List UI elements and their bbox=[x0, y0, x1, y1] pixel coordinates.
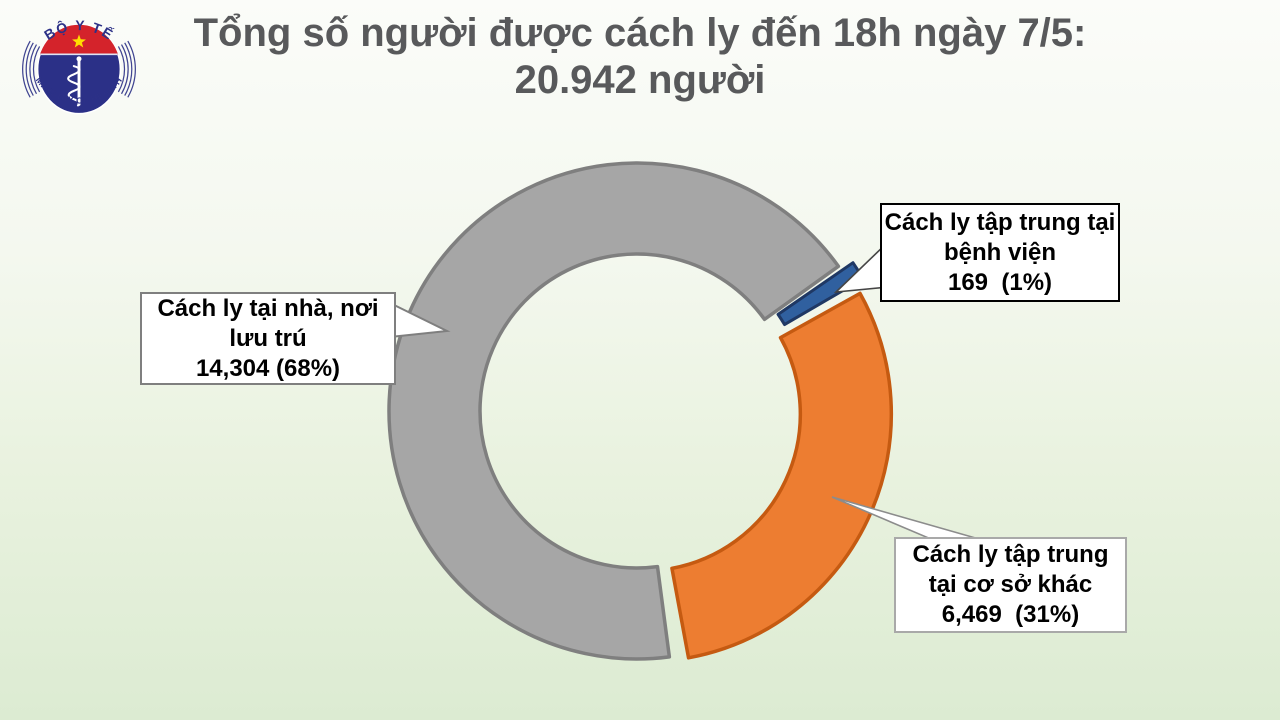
callout-home-label-line2: lưu trú bbox=[229, 324, 307, 352]
callout-home-value: 14,304 (68%) bbox=[195, 354, 341, 382]
callout-box-other: Cách ly tập trung tại cơ sở khác 6,469 (… bbox=[894, 537, 1127, 633]
callout-other-label-line2: tại cơ sở khác bbox=[928, 571, 1093, 598]
donut-segment-other bbox=[670, 291, 894, 660]
callout-box-hospital: Cách ly tập trung tại bệnh viện 169 (1%) bbox=[880, 203, 1120, 302]
logo-asclepius-icon bbox=[67, 56, 82, 107]
page-title: Tổng số người được cách ly đến 18h ngày … bbox=[0, 10, 1280, 104]
logo-star-icon bbox=[72, 34, 86, 48]
moh-logo: BỘ Y TẾ MINISTRY OF HEALTH bbox=[22, 17, 136, 115]
title-line-2: 20.942 người bbox=[514, 58, 766, 102]
donut-segment-home bbox=[387, 161, 841, 661]
callout-other-value: 6,469 (31%) bbox=[941, 601, 1080, 628]
callout-hospital-value: 169 (1%) bbox=[947, 268, 1053, 296]
logo-laurel-lines bbox=[22, 40, 136, 98]
callout-home-label-line1: Cách ly tại nhà, nơi bbox=[157, 294, 379, 322]
callout-hospital-label-line2: bệnh viện bbox=[943, 238, 1057, 266]
donut-segment-hospital bbox=[776, 261, 865, 327]
callout-box-home: Cách ly tại nhà, nơi lưu trú 14,304 (68%… bbox=[140, 292, 396, 385]
callout-pointers bbox=[389, 240, 1001, 546]
callout-other-label-line1: Cách ly tập trung bbox=[912, 541, 1109, 568]
callout-hospital-label-line1: Cách ly tập trung tại bbox=[884, 208, 1116, 236]
title-line-1: Tổng số người được cách ly đến 18h ngày … bbox=[193, 11, 1087, 55]
